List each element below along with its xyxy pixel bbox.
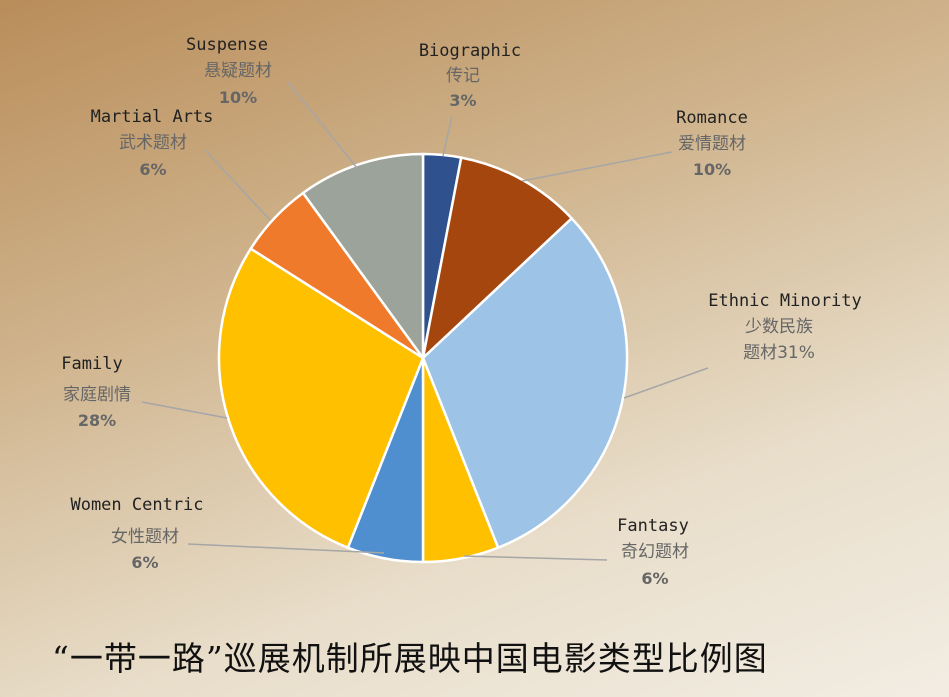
label-romance: Romance 爱情题材 10% <box>676 108 748 179</box>
label-family-zh: 家庭剧情 <box>63 385 131 405</box>
label-fantasy-zh: 奇幻题材 <box>621 542 689 562</box>
label-suspense: Suspense 悬疑题材 10% <box>186 35 272 107</box>
label-ethnic-minority-en: Ethnic Minority <box>708 291 862 311</box>
label-women-centric-pct: 6% <box>131 553 158 572</box>
label-martial-arts-pct: 6% <box>139 160 166 179</box>
label-women-centric-zh: 女性题材 <box>111 527 179 547</box>
leader-line-martial-arts <box>204 149 271 221</box>
pie-slice-family <box>217 247 425 549</box>
leader-line-women-centric <box>187 543 385 554</box>
label-suspense-pct: 10% <box>219 88 257 107</box>
chart-title: “一带一路”巡展机制所展映中国电影类型比例图 <box>52 639 768 678</box>
pie-slice-suspense <box>301 152 425 360</box>
label-biographic-zh: 传记 <box>446 66 480 86</box>
label-martial-arts-zh: 武术题材 <box>119 133 187 153</box>
label-women-centric-en: Women Centric <box>70 495 203 515</box>
label-ethnic-minority-zh-2: 题材31% <box>743 343 815 363</box>
label-women-centric: Women Centric 女性题材 6% <box>70 495 203 572</box>
label-romance-en: Romance <box>676 108 748 128</box>
label-family-pct: 28% <box>78 411 116 430</box>
label-suspense-en: Suspense <box>186 35 268 55</box>
leader-line-suspense <box>287 81 358 169</box>
leader-line-fantasy <box>463 555 608 561</box>
slice-labels: Biographic 传记 3% Romance 爱情题材 10% Ethnic… <box>61 35 861 588</box>
pie-slice-romance <box>421 156 573 360</box>
label-martial-arts-en: Martial Arts <box>91 107 214 127</box>
label-romance-pct: 10% <box>693 160 731 179</box>
label-romance-zh: 爱情题材 <box>678 134 746 154</box>
label-ethnic-minority: Ethnic Minority 少数民族 题材31% <box>708 291 862 363</box>
label-family: Family 家庭剧情 28% <box>61 354 131 430</box>
label-family-en: Family <box>61 354 122 374</box>
label-fantasy-en: Fantasy <box>617 516 689 536</box>
label-biographic: Biographic 传记 3% <box>419 41 521 110</box>
label-martial-arts: Martial Arts 武术题材 6% <box>91 107 214 179</box>
label-ethnic-minority-zh: 少数民族 <box>745 317 813 337</box>
pie-slices <box>217 152 629 564</box>
leader-line-ethnic-minority <box>623 367 709 399</box>
pie-slice-ethnic-minority <box>421 217 629 549</box>
label-biographic-en: Biographic <box>419 41 521 61</box>
label-fantasy-pct: 6% <box>641 569 668 588</box>
label-biographic-pct: 3% <box>449 91 476 110</box>
label-suspense-zh: 悬疑题材 <box>204 61 272 81</box>
leader-line-biographic <box>442 115 453 157</box>
leader-line-family <box>141 401 228 419</box>
leader-line-romance <box>521 151 673 182</box>
label-fantasy: Fantasy 奇幻题材 6% <box>617 516 689 588</box>
leader-lines <box>141 81 709 561</box>
